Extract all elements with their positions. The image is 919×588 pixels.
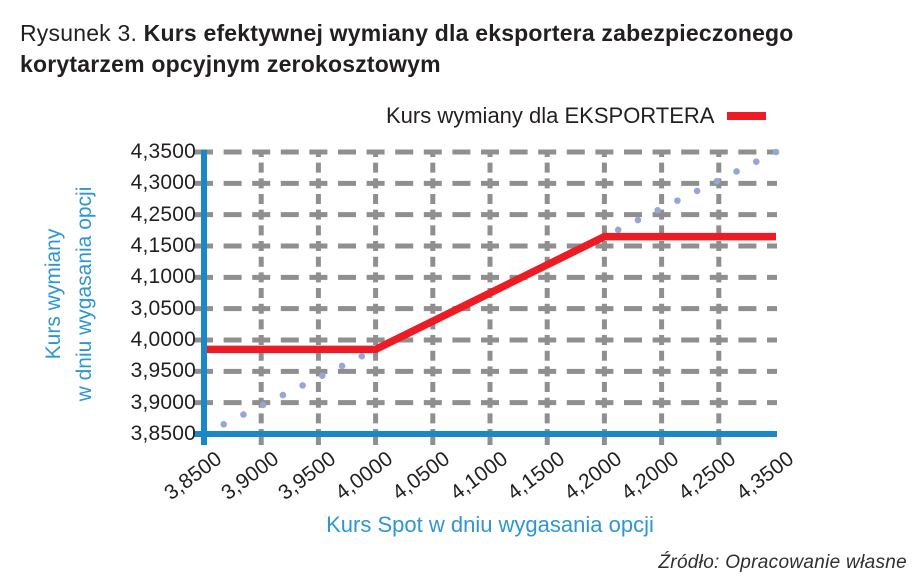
y-tick-label: 4,1500 xyxy=(130,234,196,257)
figure-title-line1: Rysunek 3. Kurs efektywnej wymiany dla e… xyxy=(20,18,900,49)
y-axis-title-line2: w dniu wygasania opcji xyxy=(73,186,96,402)
y-tick-label: 4,2500 xyxy=(130,202,196,226)
spot-rate-dot xyxy=(338,362,346,370)
figure-source: Źródło: Opracowanie własne xyxy=(658,552,907,573)
spot-rate-dot xyxy=(220,420,228,428)
y-tick-label: 3,9000 xyxy=(130,390,196,414)
figure-title: Rysunek 3. Kurs efektywnej wymiany dla e… xyxy=(20,18,900,80)
y-tick-label: 4,1000 xyxy=(130,265,196,289)
spot-rate-dot xyxy=(772,148,780,156)
spot-rate-dot xyxy=(319,372,326,379)
spot-rate-dot xyxy=(693,187,701,195)
spot-rate-dot xyxy=(358,352,366,360)
spot-rate-dot xyxy=(634,216,642,224)
spot-rate-dot xyxy=(733,168,740,175)
spot-rate-dot xyxy=(259,401,267,409)
chart-legend: Kurs wymiany dla EKSPORTERA xyxy=(386,103,767,129)
y-axis-title: Kurs wymiany w dniu wygasania opcji xyxy=(38,146,102,442)
legend-red-line-swatch xyxy=(727,112,767,120)
spot-rate-dot xyxy=(240,411,247,418)
y-tick-label: 3,0500 xyxy=(130,296,196,320)
y-tick-label: 3,9500 xyxy=(130,359,196,383)
spot-rate-dot xyxy=(299,382,306,389)
y-tick-label: 3,8500 xyxy=(130,422,196,445)
figure-title-line2: korytarzem opcyjnym zerokosztowym xyxy=(20,51,441,77)
figure-title-text: Kurs efektywnej wymiany dla eksportera z… xyxy=(143,20,794,46)
y-tick-label: 4,3000 xyxy=(130,171,196,195)
spot-rate-dot xyxy=(713,177,721,185)
spot-rate-dot xyxy=(279,391,287,399)
y-tick-label: 4,3500 xyxy=(130,140,196,163)
figure-number-label: Rysunek 3. xyxy=(20,20,138,46)
legend-label: Kurs wymiany dla EKSPORTERA xyxy=(386,103,715,128)
spot-rate-dot xyxy=(614,226,622,234)
spot-rate-dot xyxy=(752,158,760,166)
exporter-rate-line xyxy=(204,232,776,354)
y-tick-label: 4,0000 xyxy=(130,328,196,351)
x-axis-title: Kurs Spot w dniu wygasania opcji xyxy=(326,512,654,537)
spot-rate-dot xyxy=(654,207,661,214)
spot-rate-dot xyxy=(674,197,681,204)
y-axis-title-line1: Kurs wymiany xyxy=(42,228,65,360)
